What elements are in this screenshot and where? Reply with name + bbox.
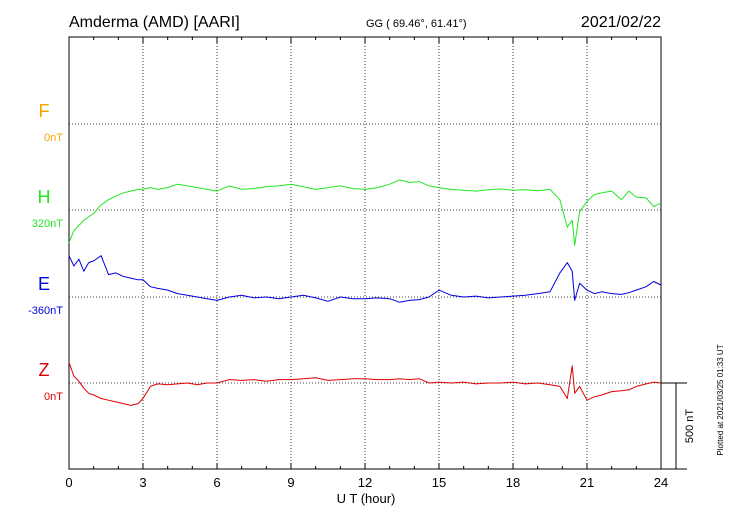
series-baseline-h: 320nT bbox=[32, 218, 63, 230]
series-name-h: H bbox=[38, 187, 51, 207]
x-tick-label: 3 bbox=[139, 475, 146, 490]
series-line-h bbox=[68, 179, 662, 246]
scale-bar-label: 500 nT bbox=[684, 409, 696, 444]
x-axis-ticks bbox=[68, 37, 662, 469]
series-line-e bbox=[68, 255, 662, 303]
x-tick-label: 24 bbox=[654, 475, 668, 490]
series-baseline-f: 0nT bbox=[44, 132, 63, 144]
plotted-at-note: Plotted at 2021/03/25 01:33 UT bbox=[716, 344, 725, 455]
series-labels: F 0nT H 320nT E -360nT Z 0nT bbox=[28, 101, 63, 403]
x-axis-label: U T (hour) bbox=[337, 491, 396, 506]
x-axis-tick-labels: 0 3 6 9 12 15 18 21 24 bbox=[65, 475, 668, 490]
station-title: Amderma (AMD) [AARI] bbox=[69, 14, 240, 31]
x-tick-label: 6 bbox=[213, 475, 220, 490]
x-tick-label: 12 bbox=[358, 475, 372, 490]
x-tick-label: 21 bbox=[580, 475, 594, 490]
series-line-z bbox=[68, 362, 662, 406]
x-tick-label: 9 bbox=[287, 475, 294, 490]
scale-bar: 500 nT bbox=[661, 382, 696, 470]
series-baseline-e: -360nT bbox=[28, 305, 63, 317]
series-baseline-z: 0nT bbox=[44, 391, 63, 403]
series-lines bbox=[68, 179, 662, 406]
coordinates-label: GG ( 69.46°, 61.41°) bbox=[366, 18, 467, 30]
x-tick-label: 0 bbox=[65, 475, 72, 490]
x-tick-label: 15 bbox=[432, 475, 446, 490]
x-tick-label: 18 bbox=[506, 475, 520, 490]
gridlines bbox=[69, 37, 661, 469]
series-name-z: Z bbox=[39, 360, 50, 380]
series-name-f: F bbox=[39, 101, 50, 121]
date-label: 2021/02/22 bbox=[581, 14, 661, 31]
series-name-e: E bbox=[38, 274, 50, 294]
